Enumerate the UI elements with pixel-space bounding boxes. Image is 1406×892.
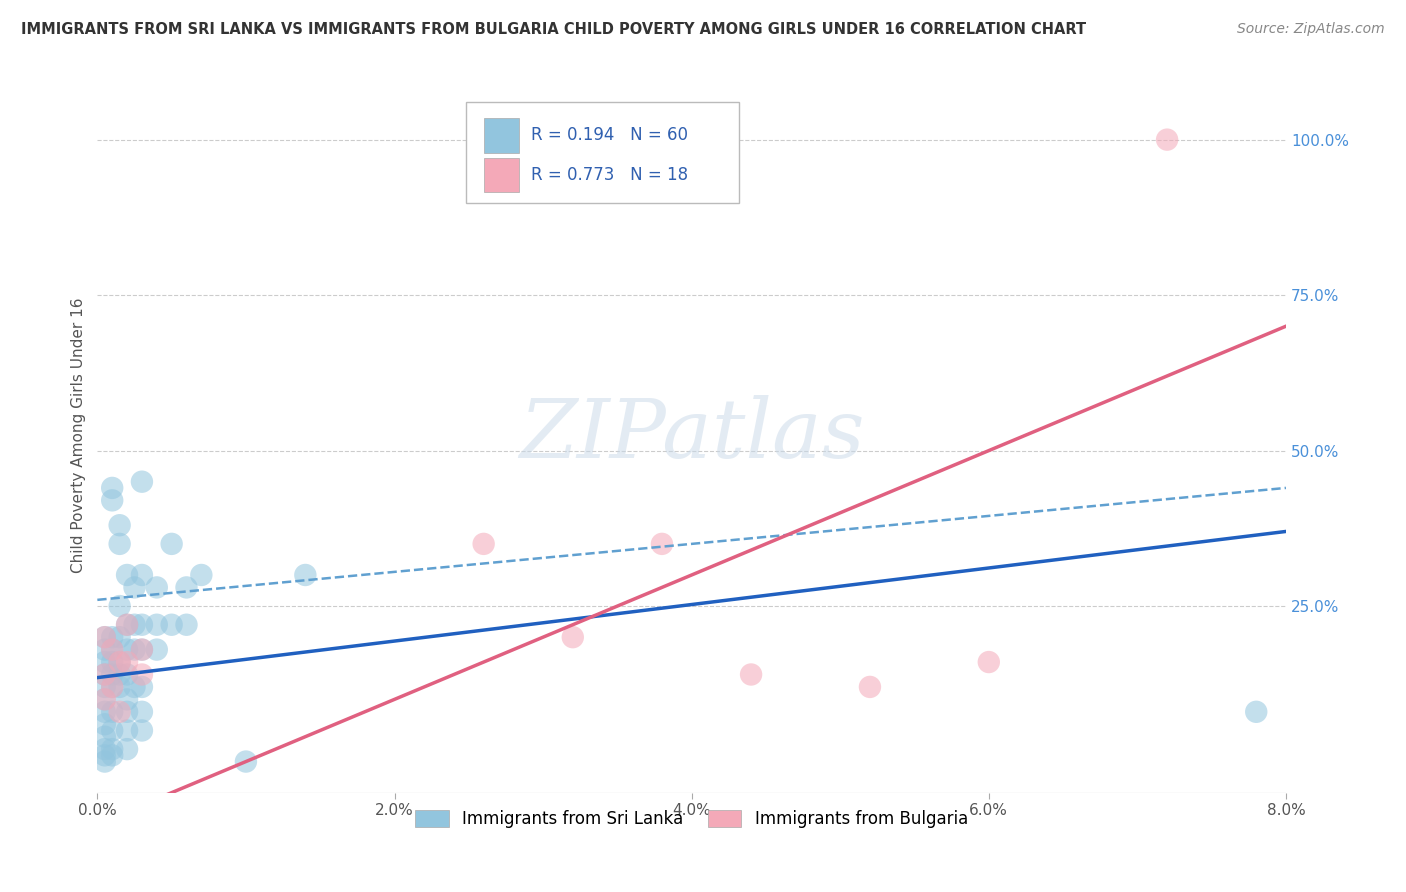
FancyBboxPatch shape xyxy=(465,103,740,202)
Point xyxy=(94,692,117,706)
Point xyxy=(977,655,1000,669)
Point xyxy=(115,667,138,681)
Point xyxy=(108,705,131,719)
Point xyxy=(101,667,124,681)
Point xyxy=(115,617,138,632)
Point xyxy=(1244,705,1267,719)
Point xyxy=(190,568,212,582)
Point xyxy=(651,537,673,551)
Point xyxy=(94,748,117,763)
Point xyxy=(94,642,117,657)
Point xyxy=(124,581,146,595)
Point xyxy=(94,630,117,644)
Point xyxy=(108,518,131,533)
Text: R = 0.194   N = 60: R = 0.194 N = 60 xyxy=(531,127,688,145)
Point xyxy=(101,748,124,763)
Point xyxy=(131,705,153,719)
Point xyxy=(160,617,183,632)
Point xyxy=(124,617,146,632)
Legend: Immigrants from Sri Lanka, Immigrants from Bulgaria: Immigrants from Sri Lanka, Immigrants fr… xyxy=(409,803,974,834)
Point xyxy=(108,537,131,551)
Point xyxy=(124,680,146,694)
Y-axis label: Child Poverty Among Girls Under 16: Child Poverty Among Girls Under 16 xyxy=(72,297,86,573)
Point xyxy=(146,642,169,657)
Point xyxy=(101,723,124,738)
FancyBboxPatch shape xyxy=(484,158,519,192)
Point xyxy=(146,617,169,632)
Text: ZIPatlas: ZIPatlas xyxy=(519,395,865,475)
Point xyxy=(131,680,153,694)
Point xyxy=(94,742,117,756)
Text: IMMIGRANTS FROM SRI LANKA VS IMMIGRANTS FROM BULGARIA CHILD POVERTY AMONG GIRLS : IMMIGRANTS FROM SRI LANKA VS IMMIGRANTS … xyxy=(21,22,1087,37)
Point xyxy=(146,581,169,595)
Point xyxy=(108,655,131,669)
Point xyxy=(108,655,131,669)
Point xyxy=(1156,133,1178,147)
Point xyxy=(101,742,124,756)
Point xyxy=(101,630,124,644)
Point xyxy=(101,705,124,719)
FancyBboxPatch shape xyxy=(484,119,519,153)
Point xyxy=(131,642,153,657)
Point xyxy=(859,680,882,694)
Point xyxy=(176,581,198,595)
Point xyxy=(108,599,131,613)
Point xyxy=(101,655,124,669)
Point xyxy=(115,617,138,632)
Point xyxy=(108,630,131,644)
Point xyxy=(176,617,198,632)
Text: R = 0.773   N = 18: R = 0.773 N = 18 xyxy=(531,166,689,184)
Point xyxy=(94,705,117,719)
Point xyxy=(131,568,153,582)
Point xyxy=(94,630,117,644)
Point xyxy=(472,537,495,551)
Point xyxy=(101,642,124,657)
Point xyxy=(131,642,153,657)
Point xyxy=(94,755,117,769)
Point xyxy=(101,680,124,694)
Point xyxy=(94,667,117,681)
Point xyxy=(115,655,138,669)
Text: Source: ZipAtlas.com: Source: ZipAtlas.com xyxy=(1237,22,1385,37)
Point xyxy=(115,742,138,756)
Point xyxy=(108,680,131,694)
Point xyxy=(94,730,117,744)
Point xyxy=(115,692,138,706)
Point xyxy=(131,667,153,681)
Point xyxy=(115,642,138,657)
Point xyxy=(115,723,138,738)
Point xyxy=(94,692,117,706)
Point xyxy=(131,617,153,632)
Point xyxy=(124,642,146,657)
Point xyxy=(101,493,124,508)
Point xyxy=(131,475,153,489)
Point xyxy=(94,655,117,669)
Point xyxy=(94,680,117,694)
Point xyxy=(101,642,124,657)
Point xyxy=(235,755,257,769)
Point xyxy=(561,630,583,644)
Point xyxy=(94,717,117,731)
Point xyxy=(740,667,762,681)
Point xyxy=(115,705,138,719)
Point xyxy=(294,568,316,582)
Point xyxy=(101,680,124,694)
Point xyxy=(108,667,131,681)
Point xyxy=(115,568,138,582)
Point xyxy=(160,537,183,551)
Point xyxy=(101,481,124,495)
Point xyxy=(131,723,153,738)
Point xyxy=(94,667,117,681)
